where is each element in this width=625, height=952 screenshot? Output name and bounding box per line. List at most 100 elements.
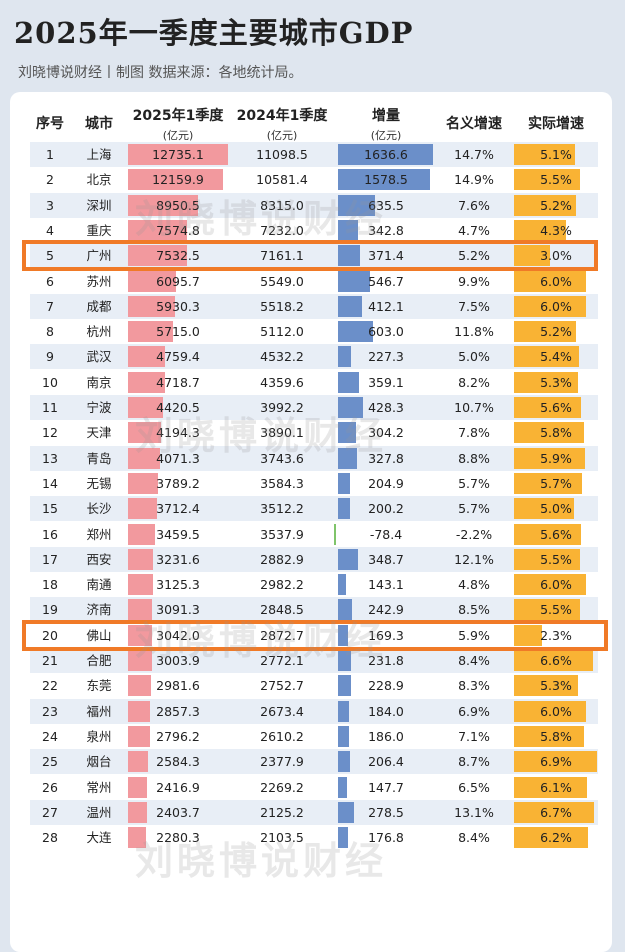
column-header-city: 城市 [70, 113, 128, 133]
column-header-nominal: 名义增速 [436, 113, 512, 133]
cell-city: 无锡 [86, 475, 112, 491]
gdp2025-bar [128, 700, 151, 722]
increase-bar [338, 472, 350, 494]
cell-gdp2024: 3512.2 [260, 501, 304, 517]
table-row: 3 深圳 8950.5 8315.0 635.5 7.6% 5.2% [30, 192, 598, 218]
gdp2025-bar [128, 751, 149, 773]
cell-city: 南京 [86, 374, 112, 390]
real-growth-bar [514, 270, 586, 292]
increase-bar [338, 295, 362, 317]
cell-gdp2025: 3091.3 [156, 602, 200, 618]
column-label: 2025年1季度 [132, 108, 224, 124]
watermark: 刘晓博说财经 [135, 619, 388, 663]
cell-rank: 14 [42, 475, 58, 491]
table-row: 23 福州 2857.3 2673.4 184.0 6.9% 6.0% [30, 698, 598, 724]
cell-rank: 2 [46, 172, 54, 188]
increase-bar [338, 194, 375, 216]
cell-nominal: 14.9% [454, 172, 494, 188]
table-row: 17 西安 3231.6 2882.9 348.7 12.1% 5.5% [30, 546, 598, 572]
cell-gdp2024: 2752.7 [260, 678, 304, 694]
cell-rank: 20 [42, 627, 58, 643]
table-row: 20 佛山 3042.0 2872.7 169.3 5.9% 2.3% [30, 623, 598, 648]
gdp2025-bar [128, 422, 161, 444]
real-growth-bar [514, 194, 577, 216]
gdp2025-bar [128, 599, 153, 621]
cell-gdp2025: 3789.2 [156, 475, 200, 491]
cell-gdp2025: 3125.3 [156, 577, 200, 593]
cell-gdp2025: 4759.4 [156, 349, 200, 365]
cell-gdp2024: 7161.1 [260, 248, 304, 264]
increase-bar [338, 599, 353, 621]
subtitle: 刘晓博说财经丨制图 数据来源：各地统计局。 [18, 65, 303, 81]
increase-bar [338, 397, 363, 418]
cell-real: 5.2% [540, 197, 572, 213]
cell-gdp2024: 5112.0 [260, 324, 304, 340]
cell-nominal: 9.9% [458, 273, 490, 289]
cell-rank: 3 [46, 197, 54, 213]
real-growth-bar [514, 447, 585, 469]
cell-gdp2025: 8950.5 [156, 197, 200, 213]
cell-nominal: 8.8% [458, 450, 490, 466]
column-header-gdp2024: 2024年1季度 (亿元) [232, 105, 332, 143]
cell-city: 温州 [86, 804, 112, 820]
cell-increase: 428.3 [368, 400, 404, 415]
gdp2025-bar [128, 498, 158, 520]
cell-gdp2025: 2584.3 [156, 754, 200, 770]
cell-nominal: 8.4% [458, 830, 490, 846]
table-row: 7 成都 5930.3 5518.2 412.1 7.5% 6.0% [30, 293, 598, 319]
cell-real: 6.0% [540, 273, 572, 289]
cell-real: 6.2% [540, 830, 572, 846]
real-growth-bar [514, 523, 582, 545]
cell-gdp2024: 2982.2 [260, 577, 304, 593]
cell-city: 杭州 [86, 324, 112, 340]
cell-rank: 1 [46, 147, 54, 162]
gdp2025-bar [128, 194, 199, 216]
cell-nominal: 5.7% [458, 475, 490, 491]
increase-bar [338, 751, 350, 773]
cell-gdp2024: 2103.5 [260, 830, 304, 846]
cell-gdp2025: 2416.9 [156, 779, 200, 795]
cell-gdp2024: 4359.6 [260, 374, 304, 390]
real-growth-bar [514, 650, 594, 671]
increase-bar [338, 574, 347, 596]
cell-rank: 27 [42, 804, 58, 820]
cell-gdp2025: 2403.7 [156, 804, 200, 820]
cell-rank: 26 [42, 779, 58, 795]
cell-gdp2024: 8315.0 [260, 197, 304, 213]
table-row: 10 南京 4718.7 4359.6 359.1 8.2% 5.3% [30, 370, 598, 395]
cell-city: 烟台 [86, 754, 112, 770]
cell-gdp2025: 3712.4 [156, 501, 200, 517]
column-unit: (亿元) [266, 129, 298, 142]
real-growth-bar [514, 321, 577, 343]
cell-nominal: 7.8% [458, 425, 490, 441]
gdp2025-bar [128, 548, 154, 570]
cell-rank: 24 [42, 728, 58, 744]
real-growth-bar [514, 776, 588, 798]
watermark: 刘晓博说财经 [135, 197, 388, 241]
cell-increase: 231.8 [368, 653, 404, 668]
gdp2025-bar [128, 776, 147, 798]
cell-gdp2024: 2125.2 [260, 804, 304, 820]
real-growth-bar [514, 169, 580, 191]
table-row: 18 南通 3125.3 2982.2 143.1 4.8% 6.0% [30, 572, 598, 597]
cell-increase: 359.1 [368, 374, 404, 390]
cell-real: 5.3% [540, 678, 572, 694]
increase-bar [338, 447, 358, 469]
column-label: 2024年1季度 [236, 108, 328, 124]
table-row: 6 苏州 6095.7 5549.0 546.7 9.9% 6.0% [30, 269, 598, 294]
table-row: 22 东莞 2981.6 2752.7 228.9 8.3% 5.3% [30, 673, 598, 698]
gdp2025-bar [128, 447, 160, 469]
real-growth-bar [514, 472, 583, 494]
table-row: 14 无锡 3789.2 3584.3 204.9 5.7% 5.7% [30, 471, 598, 496]
cell-increase: 206.4 [368, 754, 404, 770]
cell-increase: 635.5 [368, 197, 404, 213]
cell-gdp2025: 12735.1 [152, 147, 204, 162]
cell-real: 5.8% [540, 728, 572, 744]
cell-increase: 1578.5 [364, 172, 408, 188]
increase-bar [338, 548, 359, 570]
cell-city: 泉州 [86, 728, 112, 744]
real-growth-bar [514, 422, 584, 444]
real-growth-bar [514, 144, 576, 165]
cell-increase: 200.2 [368, 501, 404, 517]
cell-gdp2025: 3042.0 [156, 627, 200, 643]
